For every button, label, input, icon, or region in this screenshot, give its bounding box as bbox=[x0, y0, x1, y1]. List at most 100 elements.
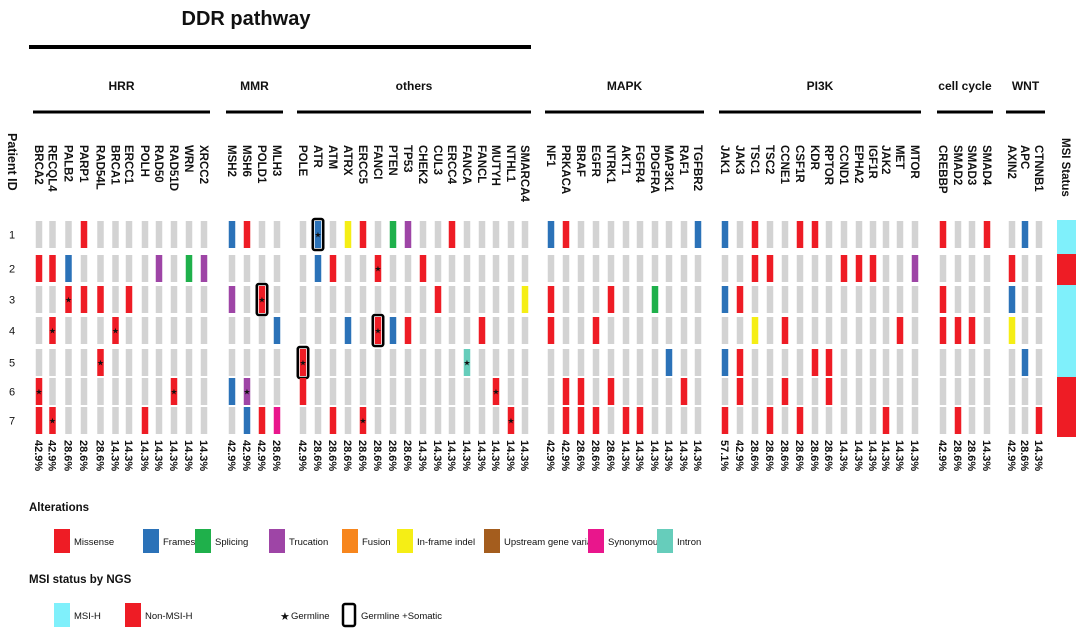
gene-label-MET: MET bbox=[893, 145, 905, 169]
empty-cell bbox=[622, 317, 630, 344]
empty-cell bbox=[80, 255, 88, 282]
mutation-cell bbox=[751, 255, 759, 282]
group-title-MMR: MMR bbox=[240, 79, 269, 93]
legend-label-frameshift: Frameshift bbox=[163, 537, 208, 548]
freq-label-MET: 14.3% bbox=[893, 440, 905, 471]
empty-cell bbox=[243, 349, 251, 376]
empty-cell bbox=[35, 221, 43, 248]
empty-cell bbox=[592, 255, 600, 282]
freq-label-EGFR: 28.6% bbox=[589, 440, 601, 471]
mutation-cell bbox=[434, 286, 442, 313]
freq-label-FANCL: 14.3% bbox=[475, 440, 487, 471]
gene-label-RECQL4: RECQL4 bbox=[46, 145, 58, 192]
group-title-cell-cycle: cell cycle bbox=[938, 79, 992, 93]
mutation-cell bbox=[35, 255, 43, 282]
empty-cell bbox=[389, 255, 397, 282]
empty-cell bbox=[968, 221, 976, 248]
freq-label-SMAD3: 28.6% bbox=[965, 440, 977, 471]
empty-cell bbox=[97, 407, 104, 434]
mutation-cell bbox=[344, 317, 352, 344]
empty-cell bbox=[125, 349, 133, 376]
mutation-cell bbox=[577, 378, 585, 405]
mutation-cell bbox=[882, 407, 890, 434]
empty-cell bbox=[478, 286, 486, 313]
gene-label-BRCA2: BRCA2 bbox=[32, 145, 44, 185]
gene-label-SMAD4: SMAD4 bbox=[980, 145, 992, 186]
empty-cell bbox=[434, 407, 442, 434]
empty-cell bbox=[855, 317, 863, 344]
empty-cell bbox=[665, 407, 673, 434]
empty-cell bbox=[855, 349, 863, 376]
mutation-cell bbox=[35, 378, 43, 405]
empty-cell bbox=[547, 407, 555, 434]
empty-cell bbox=[141, 349, 149, 376]
mutation-cell bbox=[243, 221, 251, 248]
freq-label-BRCA1: 14.3% bbox=[109, 440, 121, 471]
gene-label-NF1: NF1 bbox=[544, 145, 556, 167]
mutation-cell bbox=[811, 221, 819, 248]
gene-label-PRKACA: PRKACA bbox=[559, 145, 571, 194]
freq-label-WRN: 14.3% bbox=[182, 440, 194, 471]
empty-cell bbox=[968, 349, 976, 376]
mutation-cell bbox=[736, 349, 744, 376]
empty-cell bbox=[448, 378, 456, 405]
empty-cell bbox=[374, 286, 382, 313]
gene-label-MSH2: MSH2 bbox=[225, 145, 237, 177]
empty-cell bbox=[389, 407, 397, 434]
empty-cell bbox=[80, 349, 88, 376]
empty-cell bbox=[359, 255, 367, 282]
mutation-cell bbox=[65, 255, 72, 282]
empty-cell bbox=[882, 255, 890, 282]
empty-cell bbox=[983, 378, 991, 405]
empty-cell bbox=[273, 378, 281, 405]
group-title-MAPK: MAPK bbox=[607, 79, 643, 93]
empty-cell bbox=[911, 317, 919, 344]
empty-cell bbox=[170, 286, 178, 313]
empty-cell bbox=[80, 407, 88, 434]
empty-cell bbox=[434, 349, 442, 376]
mutation-cell bbox=[796, 407, 804, 434]
empty-cell bbox=[840, 286, 848, 313]
mutation-cell bbox=[273, 317, 281, 344]
mutation-cell bbox=[721, 349, 729, 376]
gene-label-MUTYH: MUTYH bbox=[489, 145, 501, 186]
freq-label-ERCC1: 14.3% bbox=[122, 440, 134, 471]
germline-star-mark: ★ bbox=[507, 417, 514, 426]
freq-label-FANCI: 28.6% bbox=[371, 440, 383, 471]
mutation-cell bbox=[781, 317, 789, 344]
empty-cell bbox=[492, 221, 500, 248]
gene-label-ATR: ATR bbox=[311, 145, 323, 168]
empty-cell bbox=[911, 378, 919, 405]
empty-cell bbox=[954, 221, 962, 248]
legend-label-missense: Missense bbox=[74, 537, 114, 548]
mutation-cell bbox=[80, 286, 88, 313]
legend-swatch-missense bbox=[54, 529, 70, 553]
gene-label-TSC2: TSC2 bbox=[763, 145, 775, 174]
mutation-cell bbox=[721, 407, 729, 434]
msi-status-cell bbox=[1057, 406, 1076, 437]
empty-cell bbox=[721, 255, 729, 282]
empty-cell bbox=[896, 221, 904, 248]
empty-cell bbox=[492, 407, 500, 434]
freq-label-APC: 28.6% bbox=[1018, 440, 1030, 471]
empty-cell bbox=[651, 221, 659, 248]
empty-cell bbox=[651, 378, 659, 405]
empty-cell bbox=[314, 378, 322, 405]
empty-cell bbox=[155, 221, 163, 248]
freq-label-NTRK1: 28.6% bbox=[604, 440, 616, 471]
empty-cell bbox=[869, 221, 877, 248]
gene-label-FGFR4: FGFR4 bbox=[633, 145, 645, 183]
empty-cell bbox=[781, 349, 789, 376]
empty-cell bbox=[170, 349, 178, 376]
empty-cell bbox=[434, 255, 442, 282]
legend-swatch-upstream-gene-variant bbox=[484, 529, 500, 553]
empty-cell bbox=[200, 407, 208, 434]
empty-cell bbox=[359, 378, 367, 405]
empty-cell bbox=[374, 378, 382, 405]
empty-cell bbox=[869, 317, 877, 344]
gene-label-AXIN2: AXIN2 bbox=[1005, 145, 1017, 179]
freq-label-MUTYH: 14.3% bbox=[489, 440, 501, 471]
gene-label-FANCL: FANCL bbox=[475, 145, 487, 183]
empty-cell bbox=[314, 317, 322, 344]
mutation-cell bbox=[419, 255, 427, 282]
